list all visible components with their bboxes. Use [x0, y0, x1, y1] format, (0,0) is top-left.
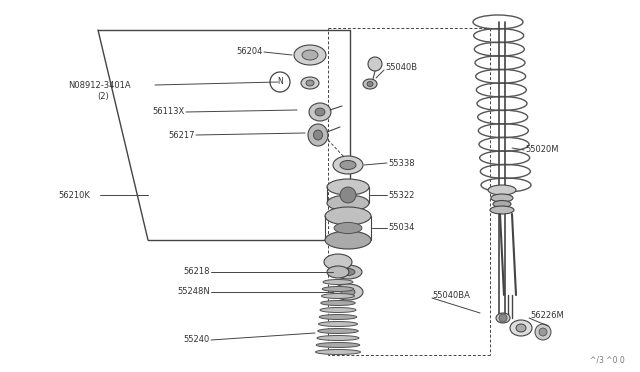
- Ellipse shape: [490, 206, 514, 214]
- Ellipse shape: [340, 160, 356, 170]
- Ellipse shape: [320, 308, 356, 312]
- Ellipse shape: [314, 130, 323, 140]
- Text: ^/3 ^0 0: ^/3 ^0 0: [590, 356, 625, 365]
- Ellipse shape: [324, 254, 352, 270]
- Ellipse shape: [325, 231, 371, 249]
- Text: 55248N: 55248N: [177, 288, 210, 296]
- Ellipse shape: [308, 124, 328, 146]
- Text: 55020M: 55020M: [525, 145, 559, 154]
- Ellipse shape: [327, 179, 369, 195]
- Ellipse shape: [491, 194, 513, 202]
- Text: N08912-3401A: N08912-3401A: [68, 80, 131, 90]
- Text: 55322: 55322: [388, 190, 414, 199]
- Ellipse shape: [306, 80, 314, 86]
- Ellipse shape: [309, 103, 331, 121]
- Ellipse shape: [334, 222, 362, 234]
- Text: N: N: [277, 77, 283, 87]
- Ellipse shape: [493, 201, 511, 208]
- Ellipse shape: [317, 328, 358, 334]
- Ellipse shape: [327, 266, 349, 278]
- Circle shape: [535, 324, 551, 340]
- Ellipse shape: [333, 284, 363, 300]
- Ellipse shape: [341, 288, 355, 296]
- Text: 56204: 56204: [237, 48, 263, 57]
- Ellipse shape: [510, 320, 532, 336]
- Ellipse shape: [323, 286, 354, 292]
- Ellipse shape: [315, 108, 325, 116]
- Ellipse shape: [334, 265, 362, 279]
- Text: 55040BA: 55040BA: [432, 291, 470, 299]
- Circle shape: [340, 187, 356, 203]
- Ellipse shape: [363, 79, 377, 89]
- Ellipse shape: [323, 279, 353, 285]
- Text: 56210K: 56210K: [58, 190, 90, 199]
- Text: 56226M: 56226M: [530, 311, 564, 321]
- Ellipse shape: [341, 269, 355, 276]
- Circle shape: [368, 57, 382, 71]
- Ellipse shape: [333, 156, 363, 174]
- Ellipse shape: [516, 324, 526, 332]
- Ellipse shape: [294, 45, 326, 65]
- Ellipse shape: [321, 294, 355, 298]
- Ellipse shape: [488, 185, 516, 195]
- Ellipse shape: [301, 77, 319, 89]
- Ellipse shape: [317, 336, 359, 340]
- Text: 56217: 56217: [168, 131, 195, 140]
- Ellipse shape: [316, 343, 360, 347]
- Ellipse shape: [367, 81, 373, 87]
- Ellipse shape: [319, 314, 356, 320]
- Ellipse shape: [321, 301, 355, 305]
- Text: 55040B: 55040B: [385, 62, 417, 71]
- Text: 55034: 55034: [388, 224, 414, 232]
- Ellipse shape: [325, 207, 371, 225]
- Ellipse shape: [316, 350, 360, 355]
- Ellipse shape: [319, 321, 358, 327]
- Ellipse shape: [302, 50, 318, 60]
- Circle shape: [499, 314, 507, 322]
- Text: 55240: 55240: [184, 336, 210, 344]
- Circle shape: [539, 328, 547, 336]
- Text: 56218: 56218: [184, 267, 210, 276]
- Ellipse shape: [496, 313, 510, 323]
- Text: (2): (2): [97, 92, 109, 100]
- Text: 55338: 55338: [388, 158, 415, 167]
- Text: 56113X: 56113X: [153, 108, 185, 116]
- Ellipse shape: [327, 195, 369, 211]
